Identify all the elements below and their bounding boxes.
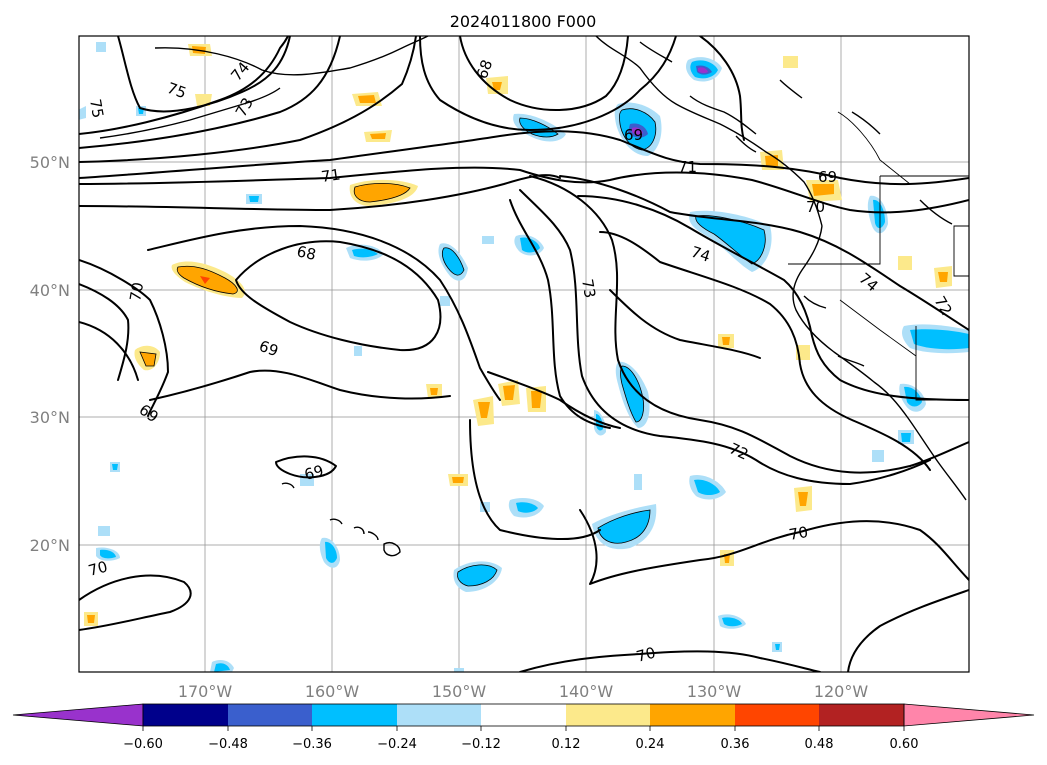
- colorbar-extend-right: [903, 703, 1035, 727]
- colorbar-tick-label: −0.24: [377, 737, 417, 752]
- lon-label: 170°W: [178, 682, 233, 701]
- colorbar-frame: [142, 703, 905, 727]
- colorbar-segment: [650, 704, 735, 726]
- contour-label: 70: [126, 281, 147, 303]
- lon-label: 140°W: [559, 682, 614, 701]
- contour-label: 68: [295, 242, 317, 264]
- contour-label: 70: [634, 644, 657, 666]
- contour-label: 70: [788, 523, 810, 544]
- colorbar-segment: [735, 704, 819, 726]
- contour-label: 69: [257, 337, 281, 360]
- lon-label: 160°W: [305, 682, 360, 701]
- lon-label: 150°W: [432, 682, 487, 701]
- lat-label: 40°N: [30, 281, 70, 300]
- colorbar-segment: [397, 704, 481, 726]
- colorbar-tick-label: 0.12: [552, 737, 581, 752]
- lat-label: 20°N: [30, 536, 70, 555]
- colorbar-segment: [228, 704, 312, 726]
- colorbar-extend-left: [12, 703, 144, 727]
- latitude-labels: 50°N 40°N 30°N 20°N: [30, 153, 70, 555]
- colorbar-tick-label: −0.12: [461, 737, 501, 752]
- map-background: [79, 36, 969, 672]
- lon-label: 130°W: [687, 682, 742, 701]
- colorbar-tick-label: 0.24: [636, 737, 665, 752]
- colorbar-tick-label: 0.60: [890, 737, 919, 752]
- colorbar-segment: [819, 704, 904, 726]
- colorbar-tick-label: −0.36: [292, 737, 332, 752]
- colorbar-tick-label: −0.60: [123, 737, 163, 752]
- colorbar-tick-label: 0.48: [805, 737, 834, 752]
- lon-label: 120°W: [814, 682, 869, 701]
- colorbar-tick-label: 0.36: [721, 737, 750, 752]
- contour-label: 70: [806, 198, 825, 216]
- contour-label: 75: [86, 98, 107, 120]
- isolines: [79, 36, 969, 672]
- map-title: 2024011800 F000: [450, 12, 597, 31]
- colorbar-segment: [566, 704, 650, 726]
- coastlines: [99, 36, 967, 557]
- colorbar-segment: [481, 704, 566, 726]
- contour-label: 69: [818, 168, 837, 186]
- contour-label: 71: [320, 165, 341, 185]
- colorbar-segment: [312, 704, 397, 726]
- contour-label: 75: [165, 79, 189, 102]
- colorbar-segment: [143, 704, 228, 726]
- lat-label: 30°N: [30, 408, 70, 427]
- contour-label: 73: [578, 278, 599, 300]
- map-panel: 75 75 74 73 68 69 71 71 70 68 69 69 69 7…: [78, 35, 970, 673]
- contour-label: 69: [302, 462, 325, 484]
- contour-label: 69: [624, 126, 643, 144]
- contour-label: 74: [689, 243, 713, 266]
- contour-labels: 75 75 74 73 68 69 71 71 70 68 69 69 69 7…: [86, 57, 956, 666]
- colorbar-ticks: [142, 726, 905, 731]
- contour-label: 70: [86, 558, 109, 580]
- longitude-labels: 170°W 160°W 150°W 140°W 130°W 120°W: [178, 682, 869, 701]
- colorbar-tick-label: −0.48: [208, 737, 248, 752]
- contour-label: 68: [473, 57, 496, 81]
- map-frame: [78, 35, 970, 673]
- colorbar: −0.60 −0.48 −0.36 −0.24 −0.12 0.12 0.24 …: [12, 703, 1035, 752]
- contour-label: 71: [678, 158, 697, 176]
- lat-label: 50°N: [30, 153, 70, 172]
